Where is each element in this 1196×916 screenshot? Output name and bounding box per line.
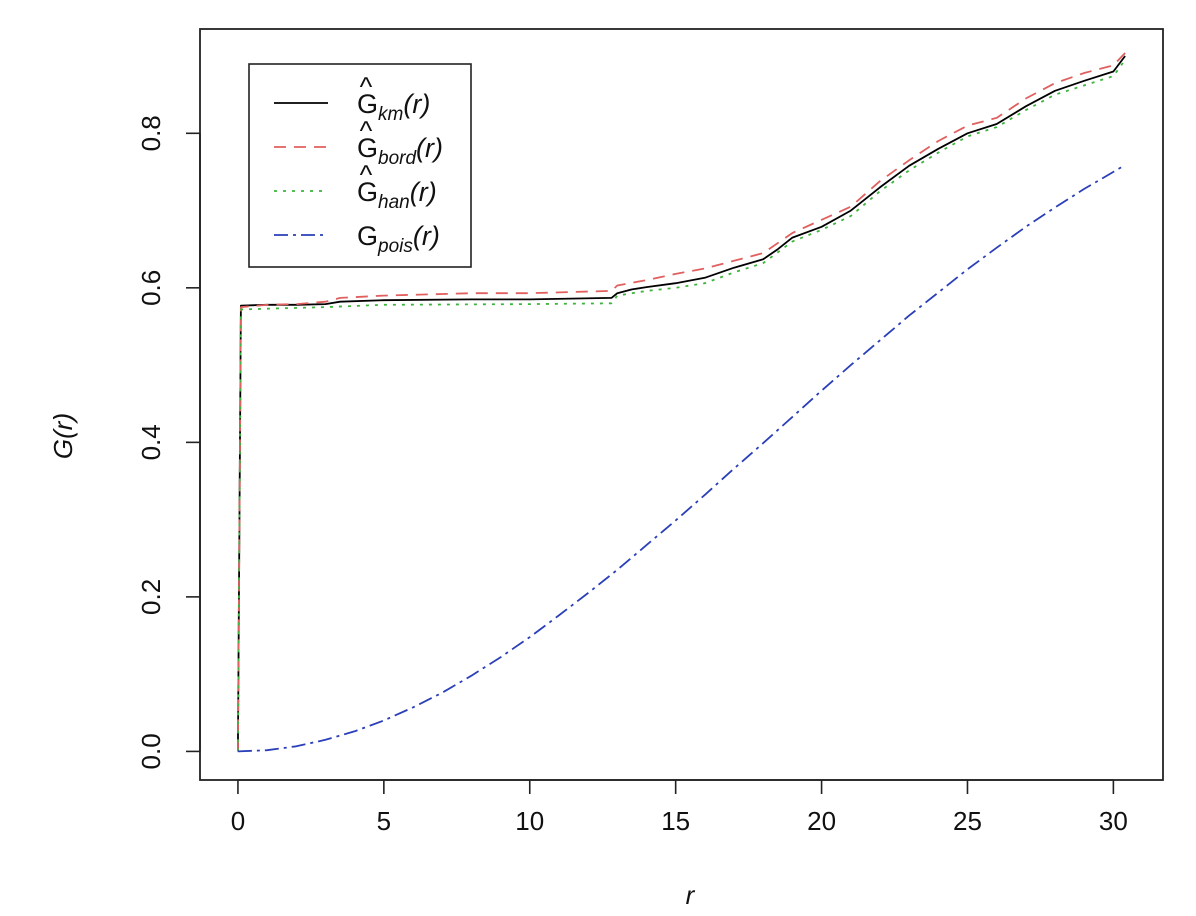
legend-label-km: Gkm(r) — [357, 89, 430, 125]
x-tick-label: 5 — [377, 806, 391, 836]
x-tick-label: 30 — [1099, 806, 1128, 836]
legend-base: G — [357, 133, 378, 163]
y-axis: 0.0 0.2 0.4 0.6 0.8 — [136, 115, 201, 769]
legend-box — [248, 63, 472, 268]
legend-subscript: pois — [377, 236, 413, 257]
legend-label-han: Ghan(r) — [357, 177, 437, 213]
legend-argument: (r) — [403, 89, 430, 119]
legend-argument: (r) — [410, 177, 437, 207]
x-axis: 0 5 10 15 20 25 30 — [231, 779, 1128, 836]
legend-base: G — [357, 177, 378, 207]
series-line-han — [237, 59, 1126, 752]
series-line-km — [237, 55, 1126, 752]
y-tick-label: 0.2 — [136, 579, 166, 615]
y-tick-label: 0.6 — [136, 270, 166, 306]
series-line-pois — [237, 164, 1126, 753]
legend-base: G — [357, 221, 378, 251]
x-tick-label: 25 — [953, 806, 982, 836]
y-tick-label: 0.0 — [136, 733, 166, 769]
x-tick-label: 10 — [515, 806, 544, 836]
legend-subscript: bord — [378, 148, 417, 169]
x-tick-label: 15 — [661, 806, 690, 836]
legend-hat: ^ — [360, 116, 373, 146]
legend: Gkm(r)^Gbord(r)^Ghan(r)^Gpois(r) — [248, 63, 472, 268]
legend-subscript: km — [378, 104, 403, 125]
y-axis-title: G(r) — [48, 413, 78, 459]
series-layer — [237, 52, 1126, 753]
legend-argument: (r) — [416, 133, 443, 163]
y-tick-label: 0.4 — [136, 424, 166, 460]
x-tick-label: 20 — [807, 806, 836, 836]
x-axis-title: r — [686, 880, 696, 910]
legend-label-bord: Gbord(r) — [357, 133, 443, 169]
legend-hat: ^ — [360, 160, 373, 190]
series-line-bord — [237, 52, 1126, 752]
legend-argument: (r) — [413, 221, 440, 251]
legend-base: G — [357, 89, 378, 119]
y-tick-label: 0.8 — [136, 115, 166, 151]
legend-hat: ^ — [360, 72, 373, 102]
x-tick-label: 0 — [231, 806, 245, 836]
legend-label-pois: Gpois(r) — [357, 221, 440, 257]
legend-subscript: han — [378, 192, 410, 213]
